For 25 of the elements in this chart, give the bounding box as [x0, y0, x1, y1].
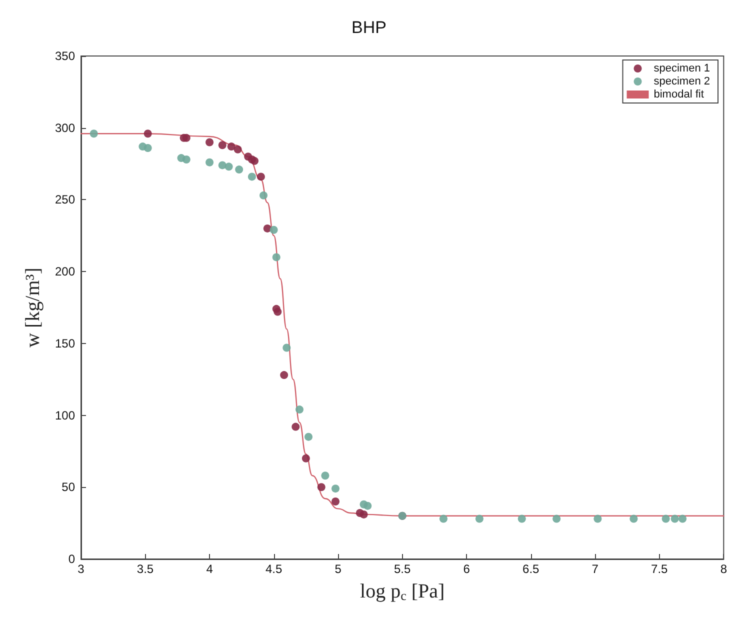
- x-tick-label: 7: [592, 562, 599, 576]
- legend-label: specimen 2: [654, 76, 710, 88]
- y-tick-label: 300: [54, 120, 76, 135]
- y-tick-label: 200: [54, 264, 76, 279]
- y-axis-title: w [kg/m³]: [22, 268, 44, 348]
- x-tick-label: 5.5: [394, 562, 411, 576]
- y-tick-label: 50: [62, 480, 76, 494]
- chart-title: BHP: [352, 18, 386, 37]
- y-tick-label: 0: [68, 552, 76, 566]
- y-tick-label: 250: [54, 192, 76, 207]
- x-tick-label: 4.5: [265, 562, 282, 576]
- y-tick-label: 350: [54, 49, 76, 63]
- x-tick-label: 6: [463, 562, 470, 576]
- y-tick-label: 150: [54, 336, 76, 350]
- x-tick-label: 3.5: [136, 562, 154, 576]
- x-tick-label: 7.5: [651, 562, 668, 576]
- x-axis-title: log pc [Pa]: [360, 580, 445, 603]
- y-tick-label: 100: [54, 408, 76, 422]
- x-tick-label: 5: [334, 562, 342, 576]
- x-tick-label: 4: [206, 562, 214, 576]
- x-tick-label: 3: [78, 562, 85, 576]
- x-tick-label: 8: [720, 562, 728, 576]
- x-tick-label: 6.5: [522, 562, 540, 576]
- legend-label: specimen 1: [654, 62, 710, 74]
- legend-label: bimodal fit: [654, 88, 704, 100]
